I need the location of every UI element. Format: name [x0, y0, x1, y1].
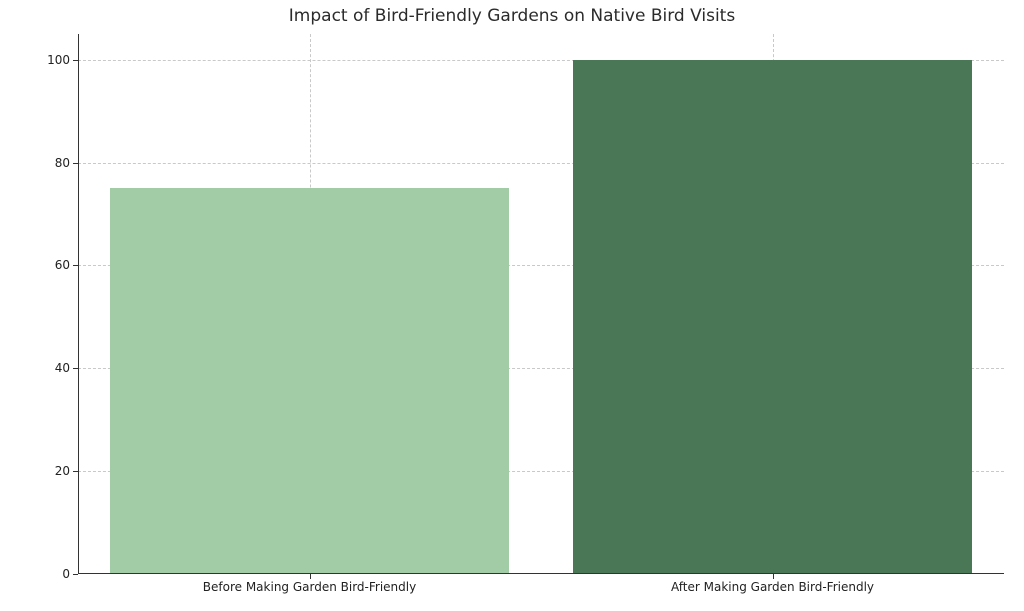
y-axis-spine [78, 34, 79, 574]
figure: Impact of Bird-Friendly Gardens on Nativ… [0, 0, 1024, 611]
x-tick-mark [773, 574, 774, 579]
bar [110, 188, 508, 574]
x-tick-mark [310, 574, 311, 579]
bar [573, 60, 971, 574]
y-tick-mark [73, 574, 78, 575]
chart-title: Impact of Bird-Friendly Gardens on Nativ… [0, 6, 1024, 26]
plot-area: 020406080100Before Making Garden Bird-Fr… [78, 34, 1004, 574]
x-axis-spine [78, 573, 1004, 574]
